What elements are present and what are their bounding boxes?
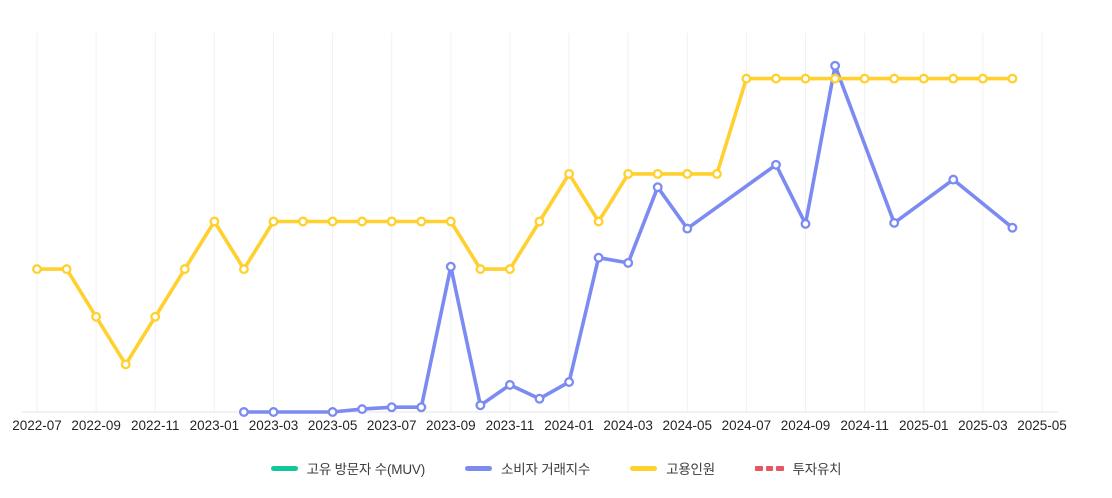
chart-legend: 고유 방문자 수(MUV) 소비자 거래지수 고용인원 투자유치	[0, 445, 1112, 498]
data-point-employment-count-2024-07[interactable]	[741, 73, 752, 84]
x-tick-label: 2023-05	[308, 418, 358, 433]
legend-label-investment-attraction: 투자유치	[792, 462, 842, 477]
legend-item-unique-visitors-muv[interactable]: 고유 방문자 수(MUV)	[270, 458, 426, 478]
data-point-employment-count-2023-01[interactable]	[209, 216, 220, 227]
data-point-consumer-transaction-index-2024-10[interactable]	[830, 60, 841, 71]
data-point-consumer-transaction-index-2023-05[interactable]	[327, 407, 338, 417]
data-point-employment-count-2023-10[interactable]	[475, 264, 486, 275]
data-point-employment-count-2023-03[interactable]	[268, 216, 279, 227]
data-point-employment-count-2024-06[interactable]	[711, 168, 722, 179]
x-axis-tick-labels: 2022-07 2022-09 2022-11 2023-01 2023-03 2023-…	[12, 418, 1067, 433]
data-point-employment-count-2023-11[interactable]	[504, 264, 515, 275]
data-point-employment-count-2025-01[interactable]	[918, 73, 929, 84]
x-tick-label: 2023-11	[486, 418, 535, 433]
data-point-employment-count-2024-08[interactable]	[771, 73, 781, 84]
data-point-employment-count-2024-02[interactable]	[593, 216, 604, 227]
legend-item-employment-count[interactable]: 고용인원	[630, 458, 715, 478]
data-point-consumer-transaction-index-2025-02[interactable]	[948, 174, 959, 185]
legend-label-consumer-transaction-index: 소비자 거래지수	[501, 462, 591, 477]
data-point-consumer-transaction-index-2025-04[interactable]	[1007, 222, 1018, 233]
x-tick-label: 2025-01	[899, 418, 949, 433]
legend-swatch-unique-visitors-muv	[270, 465, 298, 471]
chart-plot-area[interactable]: 2022-07 2022-09 2022-11 2023-01 2023-03 2023-…	[0, 0, 1112, 445]
data-point-employment-count-2023-02[interactable]	[238, 264, 249, 275]
x-tick-label: 2022-07	[12, 418, 62, 433]
data-point-employment-count-2022-09[interactable]	[91, 311, 102, 322]
data-point-employment-count-2022-12[interactable]	[179, 264, 190, 275]
series-line-employment-count	[35, 76, 1015, 367]
data-point-consumer-transaction-index-2023-02[interactable]	[238, 407, 249, 417]
data-point-consumer-transaction-index-2024-09[interactable]	[800, 218, 811, 229]
data-point-consumer-transaction-index-2023-09[interactable]	[445, 261, 456, 272]
data-point-employment-count-2023-07[interactable]	[386, 216, 397, 227]
data-point-consumer-transaction-index-2024-02[interactable]	[593, 252, 604, 263]
data-point-consumer-transaction-index-2023-10[interactable]	[475, 400, 486, 411]
series-employment-count	[32, 73, 1018, 370]
data-point-employment-count-2024-11[interactable]	[859, 73, 870, 84]
series-consumer-transaction-index	[238, 60, 1018, 417]
data-point-consumer-transaction-index-2024-05[interactable]	[682, 223, 693, 234]
data-point-consumer-transaction-index-2023-08[interactable]	[416, 402, 427, 413]
data-point-consumer-transaction-index-2023-11[interactable]	[504, 379, 515, 390]
data-point-employment-count-2025-02[interactable]	[948, 73, 959, 84]
data-point-employment-count-2024-09[interactable]	[800, 73, 811, 84]
data-point-employment-count-2023-06[interactable]	[357, 216, 368, 227]
x-tick-label: 2024-11	[840, 418, 889, 433]
x-tick-label: 2023-09	[426, 418, 476, 433]
data-point-employment-count-2024-04[interactable]	[652, 168, 663, 179]
data-point-employment-count-2023-08[interactable]	[416, 216, 427, 227]
data-point-employment-count-2022-08[interactable]	[61, 264, 72, 275]
data-point-employment-count-2025-04[interactable]	[1007, 73, 1018, 84]
legend-item-consumer-transaction-index[interactable]: 소비자 거래지수	[465, 458, 590, 478]
x-tick-label: 2025-03	[958, 418, 1008, 433]
data-point-consumer-transaction-index-2024-04[interactable]	[652, 182, 663, 193]
data-point-employment-count-2023-09[interactable]	[445, 216, 456, 227]
x-tick-label: 2024-03	[603, 418, 653, 433]
data-point-consumer-transaction-index-2024-01[interactable]	[564, 377, 575, 387]
x-tick-label: 2024-01	[544, 418, 594, 433]
data-point-employment-count-2022-11[interactable]	[150, 311, 161, 322]
data-point-consumer-transaction-index-2024-03[interactable]	[623, 257, 634, 268]
data-point-employment-count-2024-01[interactable]	[564, 168, 575, 179]
x-tick-label: 2023-03	[249, 418, 299, 433]
data-point-employment-count-2022-07[interactable]	[32, 264, 42, 275]
data-point-employment-count-2024-12[interactable]	[889, 73, 900, 84]
data-point-employment-count-2024-03[interactable]	[623, 168, 634, 179]
x-tick-label: 2025-05	[1017, 418, 1067, 433]
legend-label-unique-visitors-muv: 고유 방문자 수(MUV)	[306, 462, 426, 477]
legend-label-employment-count: 고용인원	[666, 462, 715, 477]
data-point-employment-count-2022-10[interactable]	[120, 359, 131, 370]
data-point-consumer-transaction-index-2023-12[interactable]	[534, 393, 545, 404]
legend-swatch-investment-attraction	[755, 465, 784, 471]
data-point-employment-count-2025-03[interactable]	[977, 73, 988, 84]
x-tick-label: 2024-09	[781, 418, 831, 433]
data-point-consumer-transaction-index-2024-12[interactable]	[889, 217, 900, 228]
data-point-employment-count-2024-10[interactable]	[830, 73, 841, 84]
data-point-employment-count-2024-05[interactable]	[682, 168, 693, 179]
x-tick-label: 2024-07	[722, 418, 772, 433]
x-tick-label: 2022-09	[71, 418, 121, 433]
legend-item-investment-attraction[interactable]: 투자유치	[755, 458, 842, 478]
x-tick-label: 2022-11	[131, 418, 180, 433]
x-tick-label: 2024-05	[663, 418, 713, 433]
x-tick-label: 2023-01	[190, 418, 240, 433]
data-point-employment-count-2023-05[interactable]	[327, 216, 338, 227]
data-point-consumer-transaction-index-2023-06[interactable]	[357, 404, 368, 415]
x-tick-label: 2023-07	[367, 418, 417, 433]
legend-swatch-employment-count	[630, 465, 658, 471]
data-point-consumer-transaction-index-2023-07[interactable]	[386, 402, 397, 413]
data-point-consumer-transaction-index-2023-03[interactable]	[268, 407, 279, 417]
data-point-consumer-transaction-index-2024-08[interactable]	[771, 159, 781, 170]
data-point-employment-count-2023-04[interactable]	[298, 216, 308, 227]
legend-swatch-consumer-transaction-index	[465, 465, 493, 471]
data-point-employment-count-2023-12[interactable]	[534, 216, 545, 227]
